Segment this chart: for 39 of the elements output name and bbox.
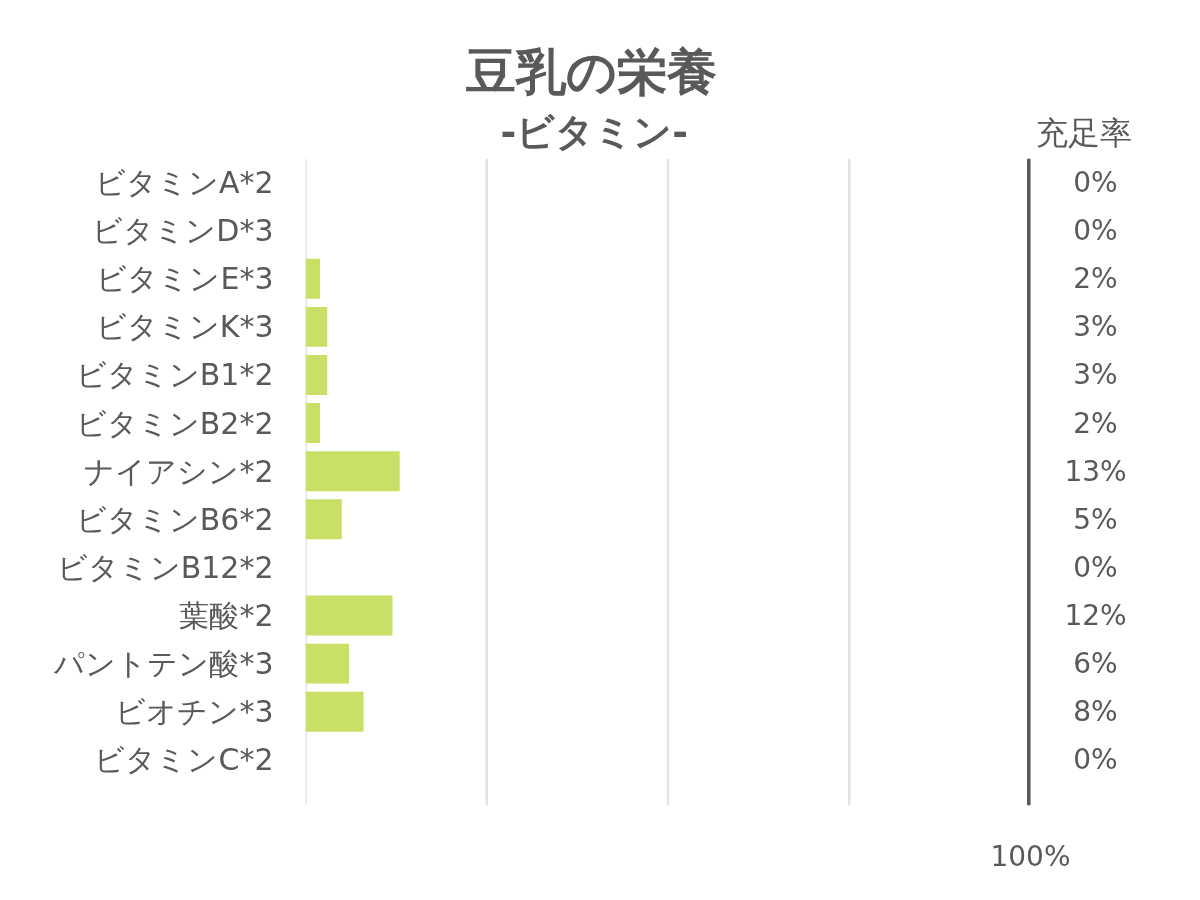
bar [305, 451, 400, 492]
data-label: 0% [1073, 166, 1118, 200]
y-tick-label: ビタミンB6*2 [75, 501, 274, 537]
data-label: 3% [1073, 358, 1118, 392]
y-tick-label: ビオチン*3 [115, 694, 274, 730]
data-label: 13% [1064, 454, 1127, 488]
y-tick-label: パントテン酸*3 [53, 646, 274, 682]
data-label: 0% [1073, 550, 1118, 584]
y-tick-label: ビタミンB12*2 [56, 549, 274, 585]
bar [305, 643, 349, 684]
data-label: 0% [1073, 214, 1118, 248]
data-label: 8% [1073, 695, 1118, 729]
y-tick-label: ビタミンC*2 [94, 742, 274, 778]
x-tick-label: 100% [990, 839, 1071, 873]
y-tick-label: ビタミンA*2 [94, 165, 274, 201]
chart-subtitle: -ビタミン- [500, 109, 689, 154]
bar [305, 258, 320, 299]
data-label: 2% [1073, 262, 1118, 296]
data-label: 0% [1073, 743, 1118, 777]
bar [305, 595, 393, 636]
data-label: 3% [1073, 310, 1118, 344]
y-tick-label: 葉酸*2 [179, 597, 274, 633]
chart-title: 豆乳の栄養 [465, 42, 717, 101]
data-label: 5% [1073, 502, 1118, 536]
y-tick-label: ビタミンB1*2 [75, 357, 274, 393]
bar [305, 355, 328, 395]
y-tick-label: ナイアシン*2 [84, 453, 274, 489]
text: 充足率 [1035, 113, 1132, 152]
bar [305, 403, 320, 444]
y-tick-label: ビタミンB2*2 [75, 405, 274, 441]
bar [305, 499, 342, 540]
data-label: 6% [1073, 647, 1118, 681]
y-tick-label: ビタミンK*3 [95, 309, 274, 345]
data-label: 2% [1073, 406, 1118, 440]
bar [305, 691, 364, 732]
y-tick-label: ビタミンD*3 [92, 213, 274, 249]
bar [305, 306, 328, 347]
y-tick-label: ビタミンE*3 [96, 261, 274, 297]
data-label: 12% [1064, 598, 1127, 632]
